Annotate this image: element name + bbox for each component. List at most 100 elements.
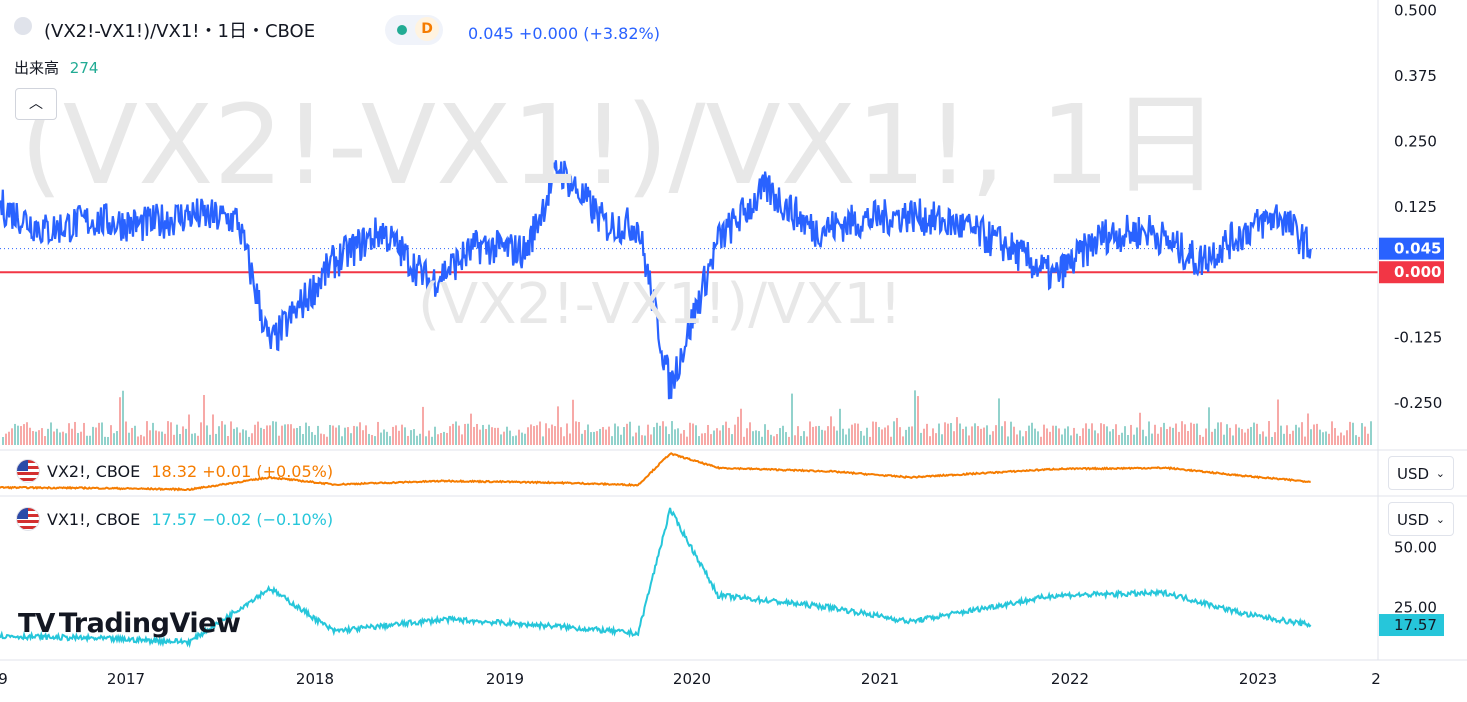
volume-bar <box>257 421 259 445</box>
volume-bar <box>611 436 613 445</box>
volume-bar <box>1229 427 1231 445</box>
x-tick-label: 9 <box>0 670 8 688</box>
volume-bar <box>182 426 184 445</box>
volume-bar <box>1211 431 1213 445</box>
volume-bar <box>1181 421 1183 445</box>
volume-bar <box>569 433 571 445</box>
volume-bar <box>173 434 175 445</box>
volume-bar <box>1280 425 1282 445</box>
volume-bar <box>698 436 700 445</box>
volume-bar <box>32 431 34 445</box>
vx1-currency-select[interactable]: USD ⌄ <box>1388 502 1454 536</box>
vx1-last-value-box <box>1379 614 1444 637</box>
volume-bar <box>986 425 988 445</box>
volume-bar <box>968 435 970 445</box>
volume-bar <box>548 428 550 445</box>
volume-bar <box>134 425 136 445</box>
volume-bar <box>614 423 616 445</box>
volume-bar <box>1205 428 1207 445</box>
volume-bar <box>428 430 430 445</box>
vx2-legend[interactable]: VX2!, CBOE 18.32 +0.01 (+0.05%) <box>47 462 333 481</box>
volume-bar <box>299 426 301 445</box>
volume-bar <box>731 434 733 445</box>
volume-bar <box>998 398 1000 445</box>
volume-bar <box>1193 423 1195 445</box>
volume-bar <box>932 428 934 445</box>
volume-bar <box>1208 407 1210 445</box>
symbol-icon[interactable] <box>14 17 32 40</box>
x-tick-label: 2017 <box>107 670 145 688</box>
volume-bar <box>830 416 832 445</box>
vx1-legend[interactable]: VX1!, CBOE 17.57 −0.02 (−0.10%) <box>47 510 333 529</box>
volume-bar <box>827 426 829 445</box>
volume-bar <box>1154 424 1156 445</box>
volume-bar <box>83 422 85 445</box>
symbol-title[interactable]: (VX2!-VX1!)/VX1!・1日・CBOE <box>44 21 316 42</box>
volume-bar <box>578 421 580 445</box>
volume-bar <box>689 422 691 445</box>
spread-series-line <box>0 160 1312 400</box>
volume-bar <box>293 428 295 445</box>
volume-bar <box>359 422 361 445</box>
volume-bar <box>356 426 358 445</box>
volume-bar <box>551 424 553 445</box>
volume-bar <box>1337 435 1339 445</box>
volume-bar <box>707 424 709 445</box>
vx2-currency-select[interactable]: USD ⌄ <box>1388 456 1454 490</box>
volume-bar <box>512 436 514 445</box>
volume-bar <box>107 436 109 445</box>
vx2-change: +0.01 <box>202 462 252 481</box>
volume-bar <box>224 424 226 445</box>
volume-bar <box>14 423 16 445</box>
volume-bar <box>893 421 895 445</box>
volume-bar <box>545 423 547 445</box>
volume-bar <box>1169 426 1171 445</box>
volume-bar <box>971 426 973 445</box>
volume-bar <box>1013 426 1015 445</box>
volume-bar <box>1118 434 1120 445</box>
last-price: 0.045 <box>468 24 514 43</box>
volume-bar <box>1070 435 1072 445</box>
vx2-value: 18.32 <box>151 462 198 481</box>
zero-value-label: 0.000 <box>1394 263 1441 281</box>
vx1-change: −0.02 <box>202 510 252 529</box>
volume-bar <box>662 421 664 445</box>
volume-bar <box>185 428 187 445</box>
volume-bar <box>1331 421 1333 445</box>
x-tick-label: 2018 <box>296 670 334 688</box>
volume-bar <box>1151 433 1153 445</box>
volume-bar <box>974 423 976 445</box>
volume-bar <box>431 436 433 445</box>
volume-bar <box>806 436 808 445</box>
volume-bar <box>767 429 769 445</box>
vx1-series-line <box>0 507 1312 649</box>
volume-bar <box>248 436 250 445</box>
volume-bar <box>923 428 925 445</box>
volume-bar <box>398 430 400 445</box>
tradingview-logo[interactable]: 𝗧𝗩 TradingView <box>18 608 241 639</box>
volume-bar <box>962 428 964 445</box>
volume-bar <box>1244 432 1246 445</box>
volume-bar <box>491 427 493 445</box>
volume-bar <box>584 430 586 445</box>
volume-bar <box>1250 427 1252 445</box>
market-open-dot <box>397 25 407 35</box>
volume-bar <box>320 433 322 445</box>
volume-bar <box>1091 423 1093 445</box>
volume-bar <box>341 436 343 445</box>
vx1-last-value-label: 17.57 <box>1394 616 1437 634</box>
collapse-legend-button[interactable]: ︿ <box>15 88 57 120</box>
volume-bar <box>1172 427 1174 445</box>
volume-bar <box>782 425 784 445</box>
volume-bar <box>1352 422 1354 445</box>
volume-bar <box>1307 413 1309 445</box>
volume-bar <box>836 430 838 445</box>
volume-bar <box>38 430 40 445</box>
volume-bar <box>911 426 913 445</box>
volume-bar <box>572 399 574 445</box>
volume-bar <box>602 427 604 445</box>
volume-bar <box>323 434 325 445</box>
volume-bar <box>140 434 142 445</box>
volume-bar <box>632 436 634 445</box>
